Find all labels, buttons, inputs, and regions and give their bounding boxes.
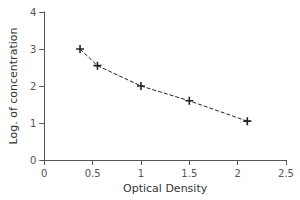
svg-text:Log. of concentration: Log. of concentration bbox=[7, 28, 20, 145]
svg-text:1: 1 bbox=[30, 118, 36, 129]
svg-text:Optical Density: Optical Density bbox=[123, 182, 208, 195]
svg-text:1.5: 1.5 bbox=[181, 168, 197, 179]
svg-text:4: 4 bbox=[30, 7, 36, 18]
svg-text:2: 2 bbox=[234, 168, 240, 179]
svg-text:0: 0 bbox=[41, 168, 47, 179]
svg-text:0: 0 bbox=[30, 155, 36, 166]
svg-text:2: 2 bbox=[30, 81, 36, 92]
svg-text:2.5: 2.5 bbox=[278, 168, 294, 179]
svg-text:3: 3 bbox=[30, 44, 36, 55]
svg-text:1: 1 bbox=[138, 168, 144, 179]
svg-text:0.5: 0.5 bbox=[85, 168, 101, 179]
